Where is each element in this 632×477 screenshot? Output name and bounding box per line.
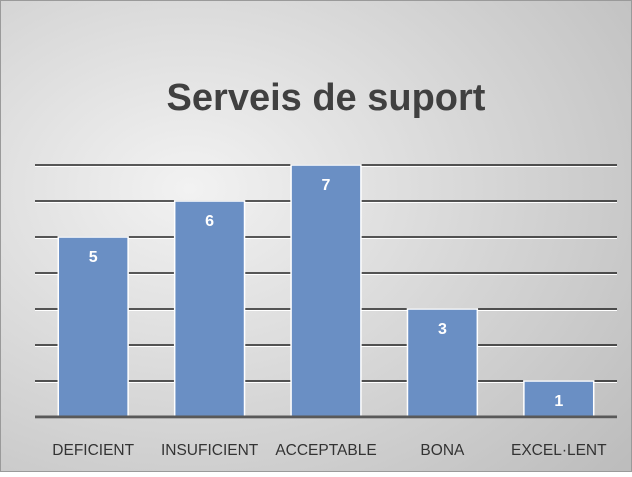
- data-label: 5: [89, 249, 98, 266]
- bar: [290, 164, 362, 418]
- bar: [57, 236, 129, 418]
- bar: [523, 380, 595, 418]
- bars: 5 6 7 3 1: [57, 164, 595, 418]
- x-tick-label: ACCEPTABLE: [275, 442, 376, 459]
- labels: DEFICIENT INSUFICIENT ACCEPTABLE BONA EXCEL·…: [52, 442, 607, 459]
- x-tick-label: DEFICIENT: [52, 442, 134, 459]
- data-label: 1: [554, 393, 563, 410]
- chart-title: Serveis de suport: [167, 77, 486, 119]
- x-tick-label: EXCEL·LENT: [511, 442, 607, 459]
- bar: [406, 308, 479, 418]
- data-label: 7: [322, 177, 331, 194]
- x-tick-label: BONA: [420, 442, 465, 459]
- bar: [173, 200, 246, 418]
- data-label: 6: [205, 213, 214, 230]
- data-label: 3: [438, 321, 447, 338]
- x-tick-label: INSUFICIENT: [161, 442, 259, 459]
